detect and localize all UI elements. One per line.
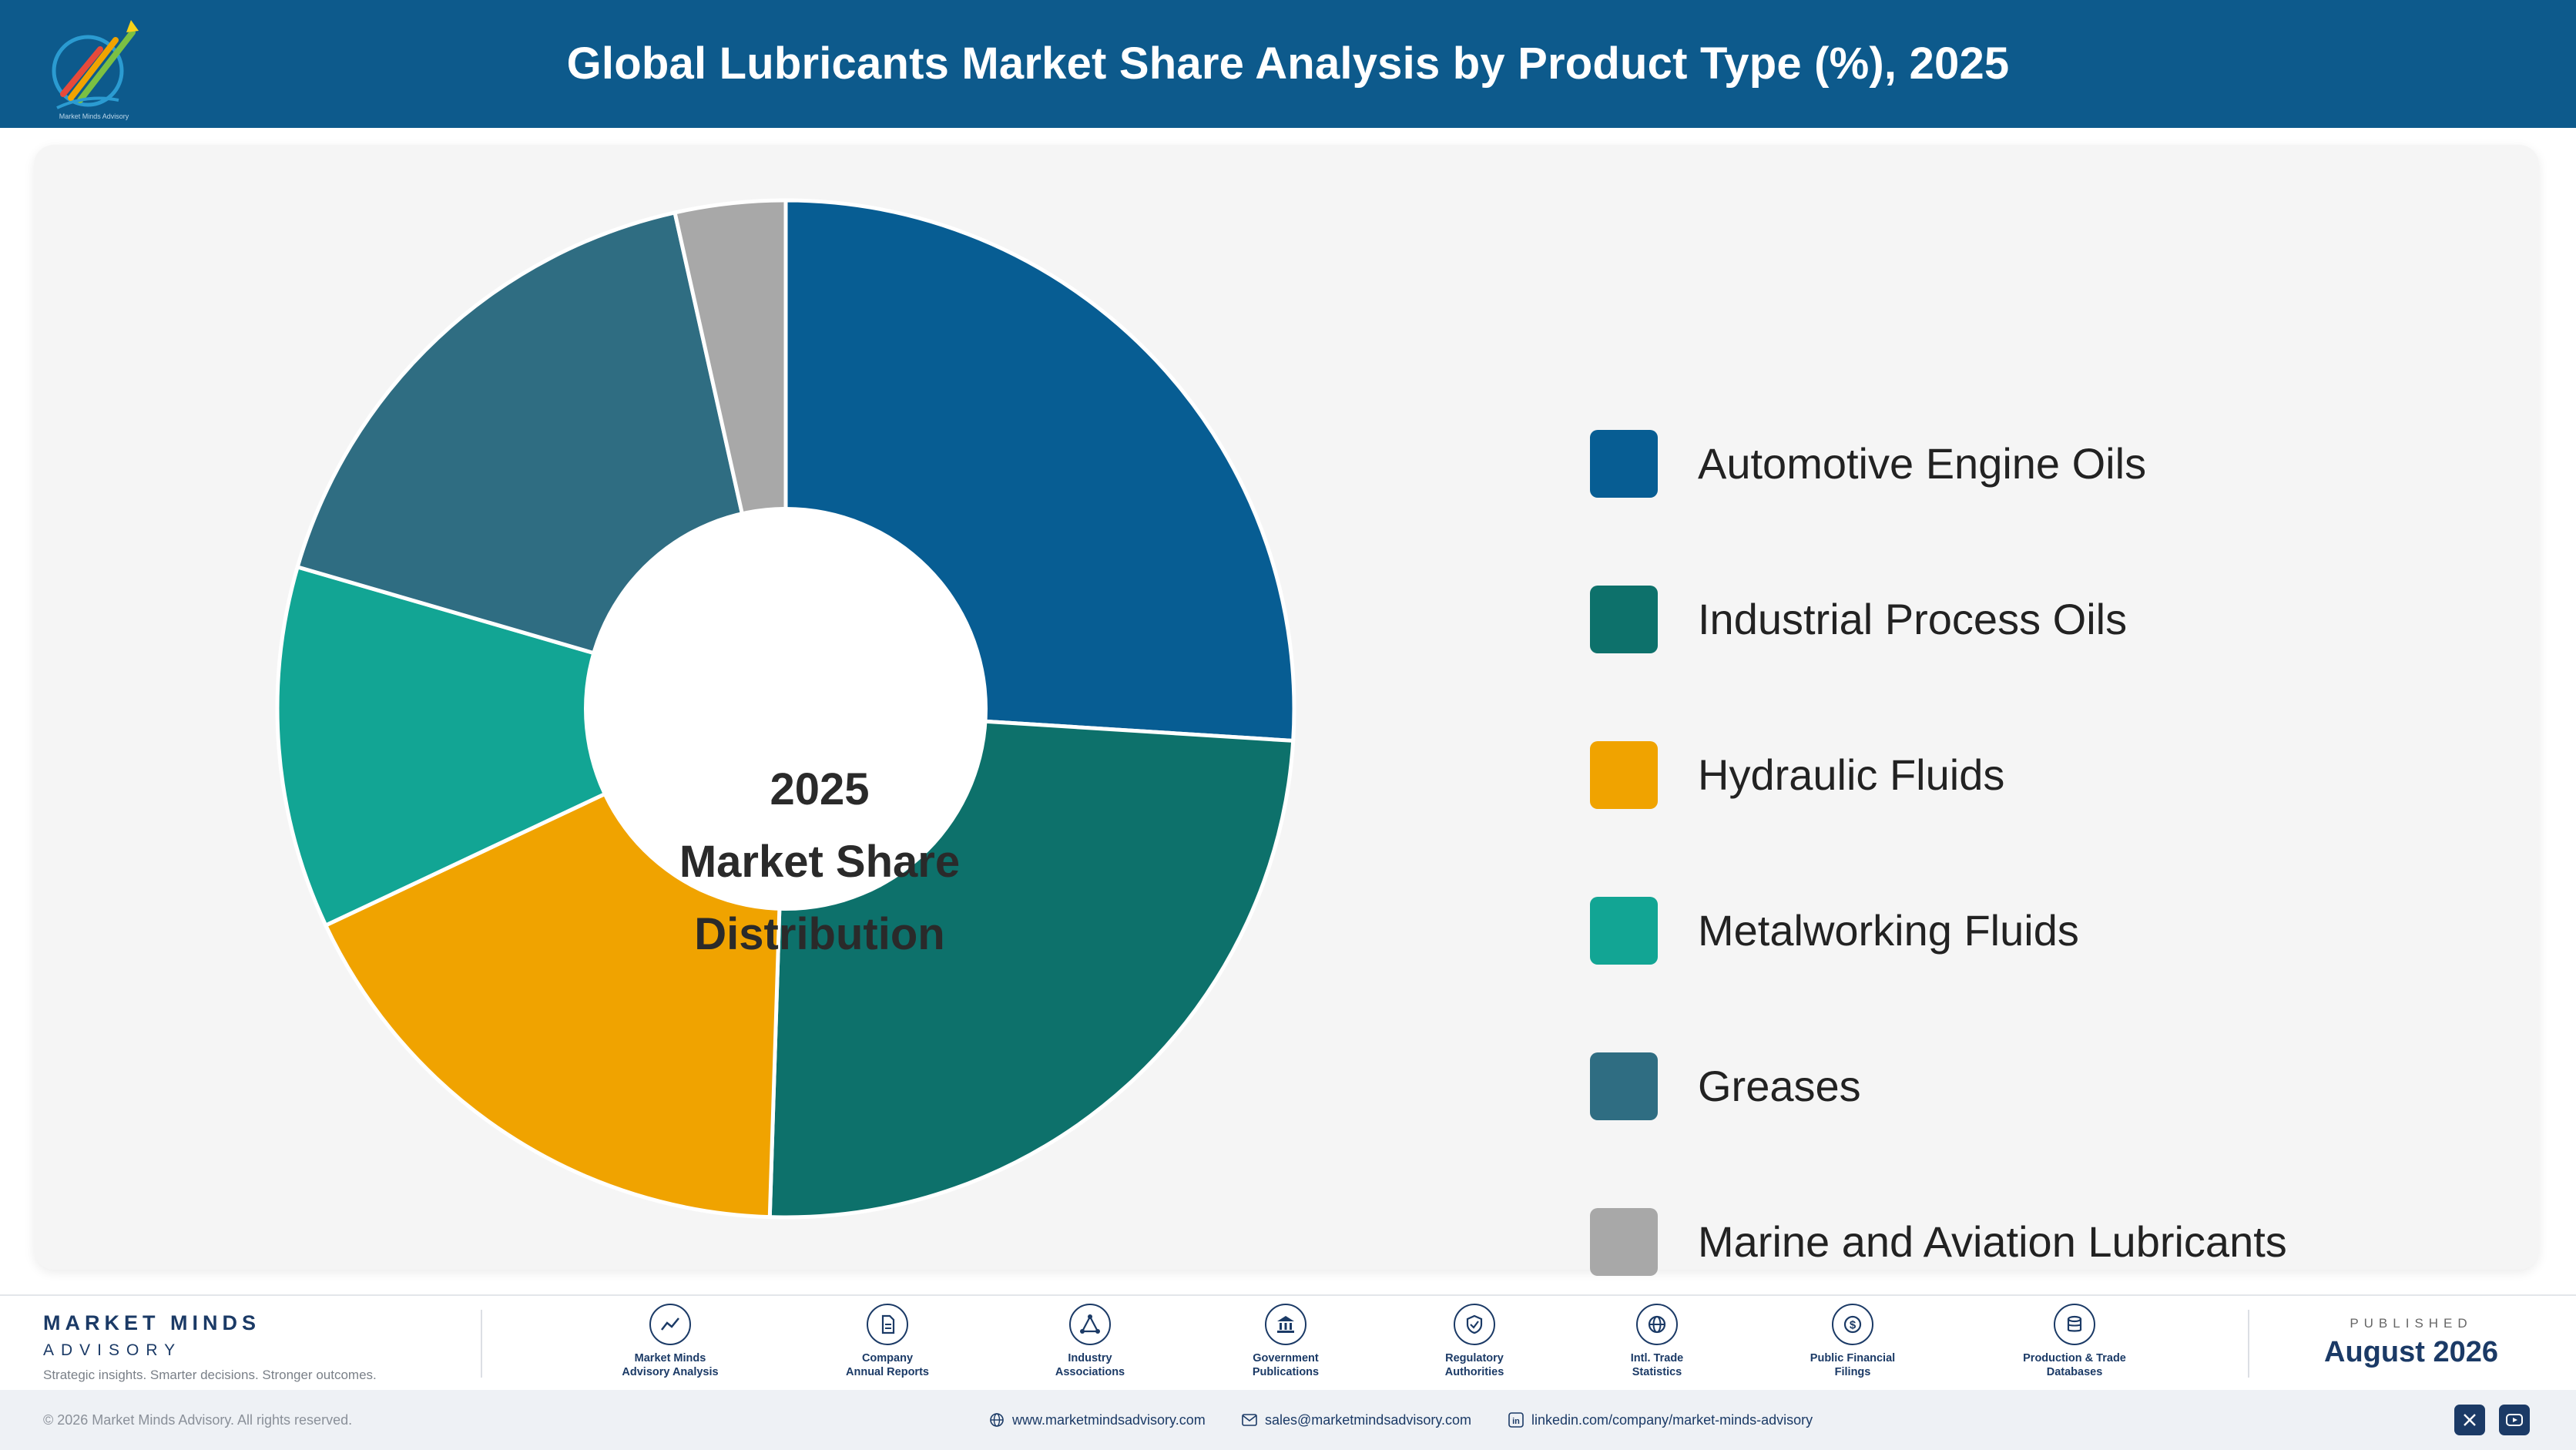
- donut-center-label: 2025 Market Share Distribution: [604, 754, 1035, 971]
- government-building-icon: [1265, 1304, 1306, 1345]
- source-label-line1: Production & Trade: [2023, 1352, 2126, 1364]
- legend-item: Metalworking Fluids: [1590, 897, 2514, 965]
- legend-label: Greases: [1698, 1062, 1861, 1110]
- legend-swatch: [1590, 1052, 1658, 1120]
- source-item: Industry Associations: [1001, 1304, 1179, 1379]
- legend-item: Automotive Engine Oils: [1590, 430, 2514, 498]
- legend-swatch: [1590, 897, 1658, 965]
- copyright-text: © 2026 Market Minds Advisory. All rights…: [43, 1412, 353, 1428]
- center-label-line3: Distribution: [694, 909, 945, 959]
- legend-item: Hydraulic Fluids: [1590, 741, 2514, 809]
- source-label-line1: Intl. Trade: [1630, 1352, 1684, 1364]
- legend-item: Greases: [1590, 1052, 2514, 1120]
- globe-icon: [990, 1413, 1004, 1427]
- footer-brand: MARKET MINDS ADVISORY Strategic insights…: [43, 1311, 377, 1383]
- page-title: Global Lubricants Market Share Analysis …: [566, 39, 2010, 89]
- brand-tagline: Strategic insights. Smarter decisions. S…: [43, 1368, 377, 1382]
- source-label-line2: Annual Reports: [846, 1366, 929, 1378]
- svg-text:in: in: [1512, 1417, 1520, 1426]
- email-link[interactable]: sales@marketmindsadvisory.com: [1242, 1390, 1471, 1450]
- legend-label: Automotive Engine Oils: [1698, 439, 2147, 488]
- published-block: PUBLISHED August 2026: [2257, 1316, 2565, 1369]
- svg-text:$: $: [1850, 1319, 1857, 1332]
- source-label-line2: Filings: [1834, 1366, 1871, 1378]
- center-label-year: 2025: [770, 764, 870, 814]
- source-item: Intl. Trade Statistics: [1568, 1304, 1746, 1379]
- legend-label: Metalworking Fluids: [1698, 906, 2079, 955]
- source-label-line1: Market Minds: [634, 1352, 706, 1364]
- source-item: Company Annual Reports: [799, 1304, 976, 1379]
- svg-text:Market Minds Advisory: Market Minds Advisory: [59, 112, 129, 120]
- pie-chart: [275, 198, 1296, 1220]
- source-label-line2: Advisory Analysis: [622, 1366, 719, 1378]
- published-date: August 2026: [2324, 1336, 2498, 1368]
- source-label-line1: Regulatory: [1445, 1352, 1504, 1364]
- source-label-line2: Databases: [2046, 1366, 2103, 1378]
- source-label-line1: Company: [861, 1352, 914, 1364]
- legend-swatch: [1590, 430, 1658, 498]
- brand-name: MARKET MINDS: [43, 1311, 260, 1334]
- published-label: PUBLISHED: [2350, 1316, 2473, 1331]
- source-label-line2: Authorities: [1444, 1366, 1504, 1378]
- footer-divider: [2248, 1310, 2249, 1378]
- email-text[interactable]: sales@marketmindsadvisory.com: [1265, 1412, 1472, 1428]
- shield-check-icon: [1454, 1304, 1495, 1345]
- source-label-line2: Publications: [1252, 1366, 1320, 1378]
- database-icon: [2054, 1304, 2095, 1345]
- linkedin-text[interactable]: linkedin.com/company/market-minds-adviso…: [1531, 1412, 1813, 1428]
- source-label-line1: Industry: [1068, 1352, 1112, 1364]
- legend-label: Industrial Process Oils: [1698, 595, 2128, 643]
- source-item: Regulatory Authorities: [1386, 1304, 1563, 1379]
- legend-swatch: [1590, 1208, 1658, 1276]
- legend-item: Marine and Aviation Lubricants: [1590, 1208, 2514, 1276]
- footer-divider: [481, 1310, 482, 1378]
- donut-hole: [584, 507, 988, 911]
- brand-sub: ADVISORY: [43, 1341, 183, 1359]
- globe-icon: [1636, 1304, 1678, 1345]
- x-icon[interactable]: [2454, 1405, 2485, 1435]
- linkedin-link[interactable]: in linkedin.com/company/market-minds-adv…: [1508, 1390, 1813, 1450]
- chart-card: 2025 Market Share Distribution Automotiv…: [34, 145, 2539, 1276]
- source-item: Production & Trade Databases: [1986, 1304, 2163, 1379]
- source-label-line1: Government: [1253, 1352, 1319, 1364]
- source-label-line2: Associations: [1055, 1366, 1125, 1378]
- linkedin-icon: in: [1508, 1412, 1524, 1428]
- source-label-line1: Public Financial: [1810, 1352, 1896, 1364]
- bottom-bar: © 2026 Market Minds Advisory. All rights…: [0, 1390, 2576, 1450]
- legend-swatch: [1590, 586, 1658, 653]
- network-icon: [1069, 1304, 1111, 1345]
- source-item: $ Public Financial Filings: [1764, 1304, 1941, 1379]
- chart-line-icon: [649, 1304, 691, 1345]
- source-item: Market Minds Advisory Analysis: [582, 1304, 759, 1379]
- legend-label: Hydraulic Fluids: [1698, 750, 2005, 799]
- header-bar: Market Minds Advisory Global Lubricants …: [0, 0, 2576, 128]
- footer: MARKET MINDS ADVISORY Strategic insights…: [0, 1294, 2576, 1388]
- source-label-line2: Statistics: [1632, 1366, 1682, 1378]
- pie-slice: [275, 564, 792, 928]
- source-item: Government Publications: [1197, 1304, 1374, 1379]
- document-icon: [867, 1304, 908, 1345]
- youtube-icon[interactable]: [2499, 1405, 2530, 1435]
- legend-swatch: [1590, 741, 1658, 809]
- center-label-line2: Market Share: [679, 837, 961, 887]
- legend-label: Marine and Aviation Lubricants: [1698, 1217, 2287, 1266]
- mail-icon: [1242, 1414, 1257, 1426]
- website-text[interactable]: www.marketmindsadvisory.com: [1012, 1412, 1206, 1428]
- website-link[interactable]: www.marketmindsadvisory.com: [989, 1390, 1206, 1450]
- dollar-coin-icon: $: [1832, 1304, 1873, 1345]
- market-minds-logo: Market Minds Advisory: [52, 20, 139, 120]
- legend-item: Industrial Process Oils: [1590, 586, 2514, 653]
